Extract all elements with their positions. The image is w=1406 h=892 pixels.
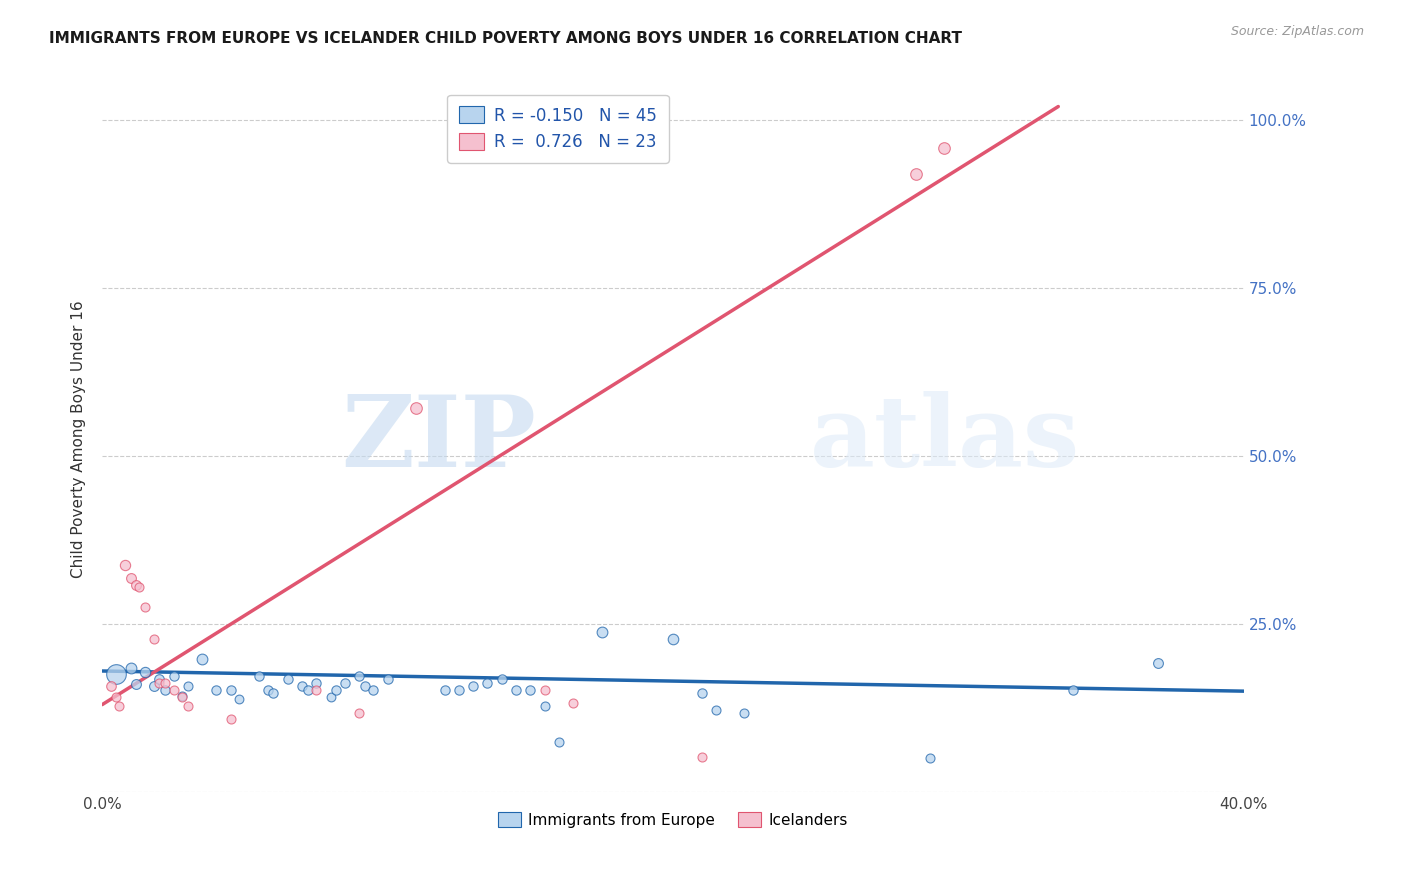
Point	[228, 692, 250, 706]
Point	[1147, 656, 1170, 670]
Point	[134, 600, 156, 615]
Point	[142, 632, 165, 646]
Point	[172, 690, 194, 704]
Text: Source: ZipAtlas.com: Source: ZipAtlas.com	[1230, 25, 1364, 38]
Point	[319, 690, 342, 704]
Point	[256, 682, 278, 697]
Y-axis label: Child Poverty Among Boys Under 16: Child Poverty Among Boys Under 16	[72, 301, 86, 578]
Point	[177, 679, 200, 693]
Point	[491, 672, 513, 686]
Legend: Immigrants from Europe, Icelanders: Immigrants from Europe, Icelanders	[492, 805, 855, 834]
Text: IMMIGRANTS FROM EUROPE VS ICELANDER CHILD POVERTY AMONG BOYS UNDER 16 CORRELATIO: IMMIGRANTS FROM EUROPE VS ICELANDER CHIL…	[49, 31, 962, 46]
Point	[477, 676, 499, 690]
Point	[562, 696, 585, 710]
Point	[191, 652, 214, 666]
Point	[347, 706, 370, 720]
Point	[333, 676, 356, 690]
Point	[353, 679, 375, 693]
Point	[363, 682, 385, 697]
Point	[690, 750, 713, 764]
Point	[120, 571, 142, 585]
Point	[305, 676, 328, 690]
Point	[291, 679, 314, 693]
Point	[305, 682, 328, 697]
Point	[347, 669, 370, 683]
Point	[690, 685, 713, 699]
Point	[148, 676, 170, 690]
Point	[325, 682, 347, 697]
Point	[219, 712, 242, 726]
Point	[918, 751, 941, 765]
Point	[733, 706, 755, 720]
Point	[125, 578, 148, 592]
Point	[105, 667, 128, 681]
Point	[463, 679, 485, 693]
Point	[533, 682, 555, 697]
Point	[120, 660, 142, 674]
Point	[932, 141, 955, 155]
Point	[547, 734, 569, 748]
Point	[172, 689, 194, 703]
Point	[247, 669, 270, 683]
Point	[100, 679, 122, 693]
Point	[125, 677, 148, 691]
Point	[447, 682, 470, 697]
Point	[1062, 682, 1084, 697]
Point	[108, 698, 131, 713]
Point	[162, 669, 184, 683]
Point	[105, 690, 128, 704]
Point	[134, 665, 156, 680]
Point	[377, 672, 399, 686]
Point	[904, 167, 927, 181]
Point	[533, 698, 555, 713]
Point	[205, 682, 228, 697]
Text: atlas: atlas	[810, 391, 1080, 488]
Point	[153, 676, 176, 690]
Point	[219, 682, 242, 697]
Point	[277, 672, 299, 686]
Point	[704, 703, 727, 717]
Point	[662, 632, 685, 646]
Point	[505, 682, 527, 697]
Point	[177, 698, 200, 713]
Point	[153, 682, 176, 697]
Point	[519, 682, 541, 697]
Point	[128, 580, 150, 594]
Point	[433, 682, 456, 697]
Point	[142, 679, 165, 693]
Point	[405, 401, 427, 415]
Point	[262, 685, 284, 699]
Text: ZIP: ZIP	[342, 391, 536, 488]
Point	[162, 682, 184, 697]
Point	[297, 682, 319, 697]
Point	[148, 672, 170, 686]
Point	[591, 625, 613, 640]
Point	[114, 558, 136, 572]
